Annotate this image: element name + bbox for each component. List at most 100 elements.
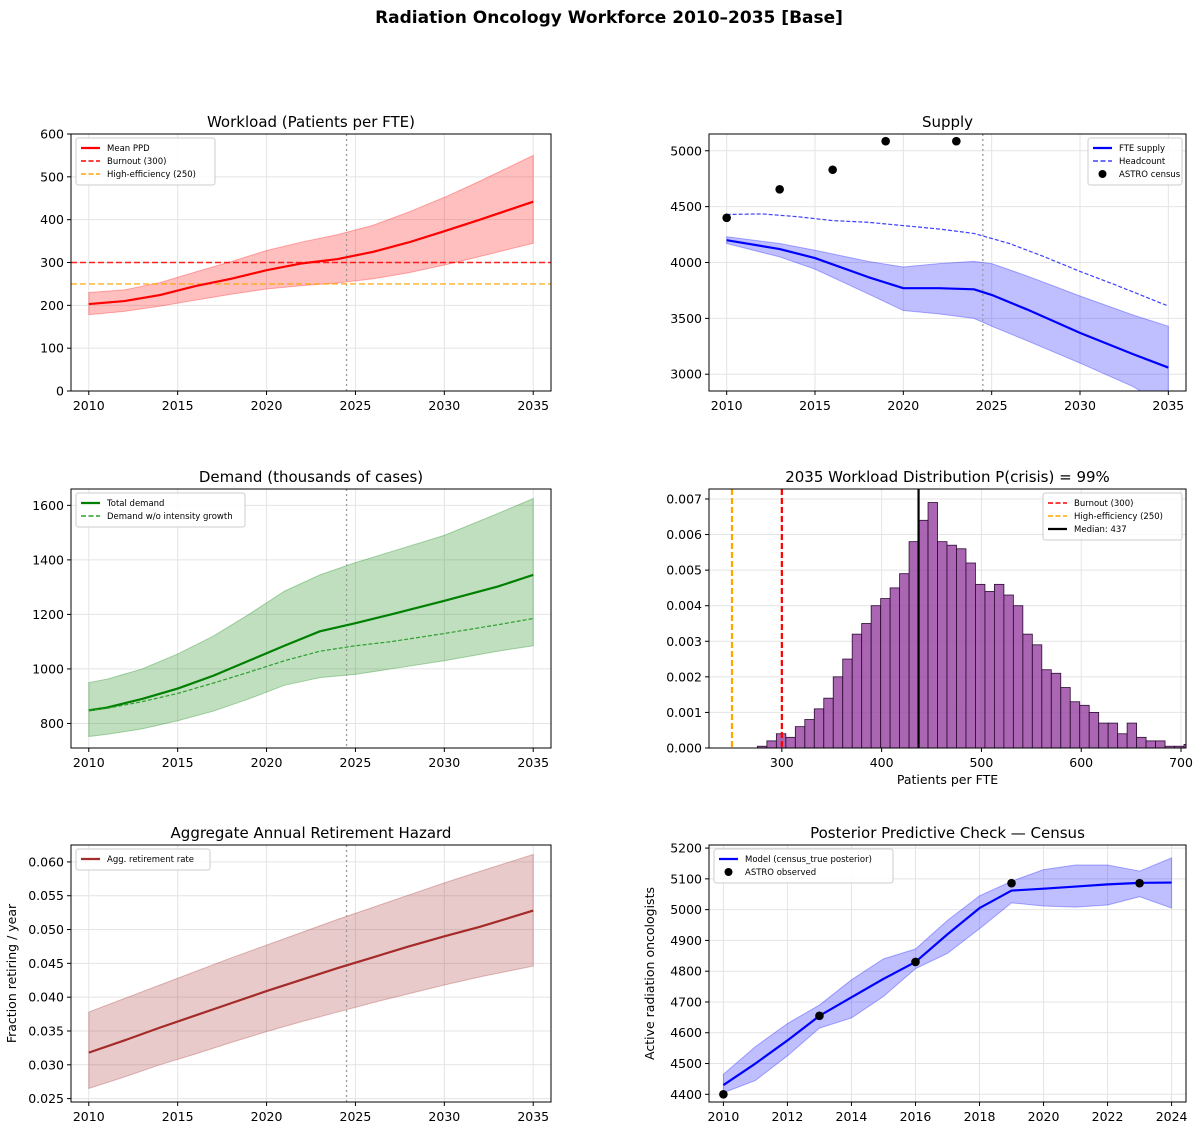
histogram-bar bbox=[1050, 672, 1062, 748]
x-tick-label: 2030 bbox=[428, 1109, 460, 1124]
x-tick-label: 2014 bbox=[836, 1109, 868, 1124]
x-tick-label: 2018 bbox=[964, 1109, 996, 1124]
legend-label: Demand w/o intensity growth bbox=[107, 512, 233, 522]
legend-label: Burnout (300) bbox=[107, 157, 166, 167]
data-point bbox=[1135, 878, 1144, 888]
chart-panel-3: 2010 2015 2020 2025 2030 2035 800 1000 1200 1400 1… bbox=[32, 468, 552, 770]
chart-title: Demand (thousands of cases) bbox=[199, 468, 423, 486]
x-tick-label: 300 bbox=[770, 755, 794, 770]
band-1 bbox=[726, 236, 1169, 391]
y-tick-label: 200 bbox=[40, 298, 64, 313]
x-tick-label: 2010 bbox=[73, 755, 105, 770]
histogram-bar bbox=[1041, 669, 1052, 748]
plot-area bbox=[71, 845, 551, 1102]
y-tick-label: 4500 bbox=[670, 199, 702, 214]
chart-title: Supply bbox=[922, 113, 973, 131]
plot-area bbox=[709, 845, 1186, 1102]
histogram-bar bbox=[851, 633, 863, 748]
histogram-bar bbox=[1069, 701, 1081, 748]
legend-marker-swatch bbox=[1098, 170, 1107, 178]
y-tick-label: 0.035 bbox=[28, 1023, 64, 1038]
y-tick-label: 3000 bbox=[670, 367, 702, 382]
chart-title: Aggregate Annual Retirement Hazard bbox=[171, 824, 452, 842]
legend-frame bbox=[75, 492, 246, 528]
series-line-2 bbox=[88, 617, 534, 711]
x-tick-label: 2025 bbox=[340, 1109, 372, 1124]
band-1 bbox=[88, 853, 534, 1090]
legend-frame bbox=[75, 137, 216, 186]
histogram-bar bbox=[946, 544, 957, 748]
histogram-bar bbox=[899, 573, 910, 748]
legend-label: Mean PPD bbox=[107, 144, 150, 154]
y-tick-label: 600 bbox=[40, 127, 64, 142]
y-tick-label: 0.006 bbox=[666, 527, 702, 542]
y-tick-label: 0.007 bbox=[666, 491, 702, 506]
y-tick-label: 0.060 bbox=[28, 854, 64, 869]
data-point bbox=[719, 1090, 728, 1099]
y-tick-label: 800 bbox=[40, 716, 64, 731]
histogram-bar bbox=[804, 719, 815, 748]
x-tick-label: 2025 bbox=[340, 398, 372, 413]
data-point bbox=[881, 136, 890, 146]
x-tick-label: 2030 bbox=[428, 398, 460, 413]
y-tick-label: 0.002 bbox=[666, 669, 702, 684]
legend: Total demand Demand w/o intensity growth bbox=[75, 492, 246, 528]
y-tick-label: 4000 bbox=[670, 255, 702, 270]
histogram-bar bbox=[1117, 733, 1128, 748]
histogram-bar bbox=[842, 658, 853, 748]
x-tick-label: 2035 bbox=[517, 398, 549, 413]
data-point bbox=[952, 136, 961, 146]
x-tick-label: 2024 bbox=[1156, 1109, 1188, 1124]
histogram-bar bbox=[1126, 722, 1138, 748]
legend-label: Total demand bbox=[106, 499, 164, 509]
series-line-1 bbox=[88, 200, 534, 306]
legend-frame bbox=[1042, 492, 1183, 541]
y-tick-label: 0.000 bbox=[666, 741, 702, 756]
histogram-bar bbox=[1003, 594, 1014, 748]
chart-panel-5: 2010 2015 2020 2025 2030 2035 0.025 0.030 0.035 0… bbox=[4, 824, 552, 1124]
figure-title: Radiation Oncology Workforce 2010–2035 [… bbox=[375, 8, 843, 28]
x-tick-label: 2035 bbox=[517, 755, 549, 770]
y-tick-label: 1200 bbox=[32, 607, 64, 622]
y-tick-label: 0.025 bbox=[28, 1091, 64, 1106]
y-tick-label: 0 bbox=[56, 384, 64, 399]
y-tick-label: 5200 bbox=[670, 841, 702, 856]
y-tick-label: 0.030 bbox=[28, 1057, 64, 1072]
band-1 bbox=[88, 497, 534, 738]
legend-label: Headcount bbox=[1119, 157, 1166, 167]
legend: Burnout (300) High-efficiency (250) Median… bbox=[1042, 492, 1183, 541]
x-tick-label: 2010 bbox=[707, 1109, 739, 1124]
data-point bbox=[828, 165, 837, 175]
series-line-1 bbox=[88, 573, 534, 712]
axes-frame bbox=[70, 844, 552, 1103]
x-tick-label: 2022 bbox=[1092, 1109, 1124, 1124]
y-tick-label: 0.050 bbox=[28, 922, 64, 937]
chart-panel-4: 300 400 500 600 700 0.000 0.001 0.002 0.003 0.004… bbox=[666, 468, 1193, 787]
histogram-bar bbox=[1183, 744, 1186, 748]
y-tick-label: 100 bbox=[40, 341, 64, 356]
y-axis-label: Active radiation oncologists bbox=[642, 887, 657, 1060]
y-tick-label: 4600 bbox=[670, 1025, 702, 1040]
data-point bbox=[775, 185, 784, 194]
legend: Mean PPD Burnout (300) High-efficiency (25… bbox=[75, 137, 216, 186]
series-line-1 bbox=[88, 909, 534, 1054]
y-tick-label: 400 bbox=[40, 212, 64, 227]
legend-frame bbox=[1087, 137, 1183, 186]
x-tick-label: 2030 bbox=[1064, 398, 1096, 413]
x-axis-label: Patients per FTE bbox=[897, 772, 998, 787]
legend-label: Agg. retirement rate bbox=[107, 855, 194, 865]
legend-label: High-efficiency (250) bbox=[107, 170, 196, 180]
series-line-2 bbox=[726, 213, 1169, 307]
x-tick-label: 2020 bbox=[887, 398, 919, 413]
histogram-bar bbox=[1060, 687, 1071, 748]
legend-label: Model (census_true posterior) bbox=[745, 855, 872, 865]
x-tick-label: 2025 bbox=[976, 398, 1008, 413]
axes-frame bbox=[708, 488, 1187, 749]
legend-label: Median: 437 bbox=[1074, 525, 1127, 535]
chart-panel-2: 2010 2015 2020 2025 2030 2035 3000 3500 4000 4500… bbox=[670, 113, 1187, 413]
y-tick-label: 4800 bbox=[670, 964, 702, 979]
y-tick-label: 0.045 bbox=[28, 956, 64, 971]
plot-area bbox=[709, 134, 1186, 391]
plot-area bbox=[709, 489, 1186, 748]
histogram-bar bbox=[794, 726, 806, 748]
